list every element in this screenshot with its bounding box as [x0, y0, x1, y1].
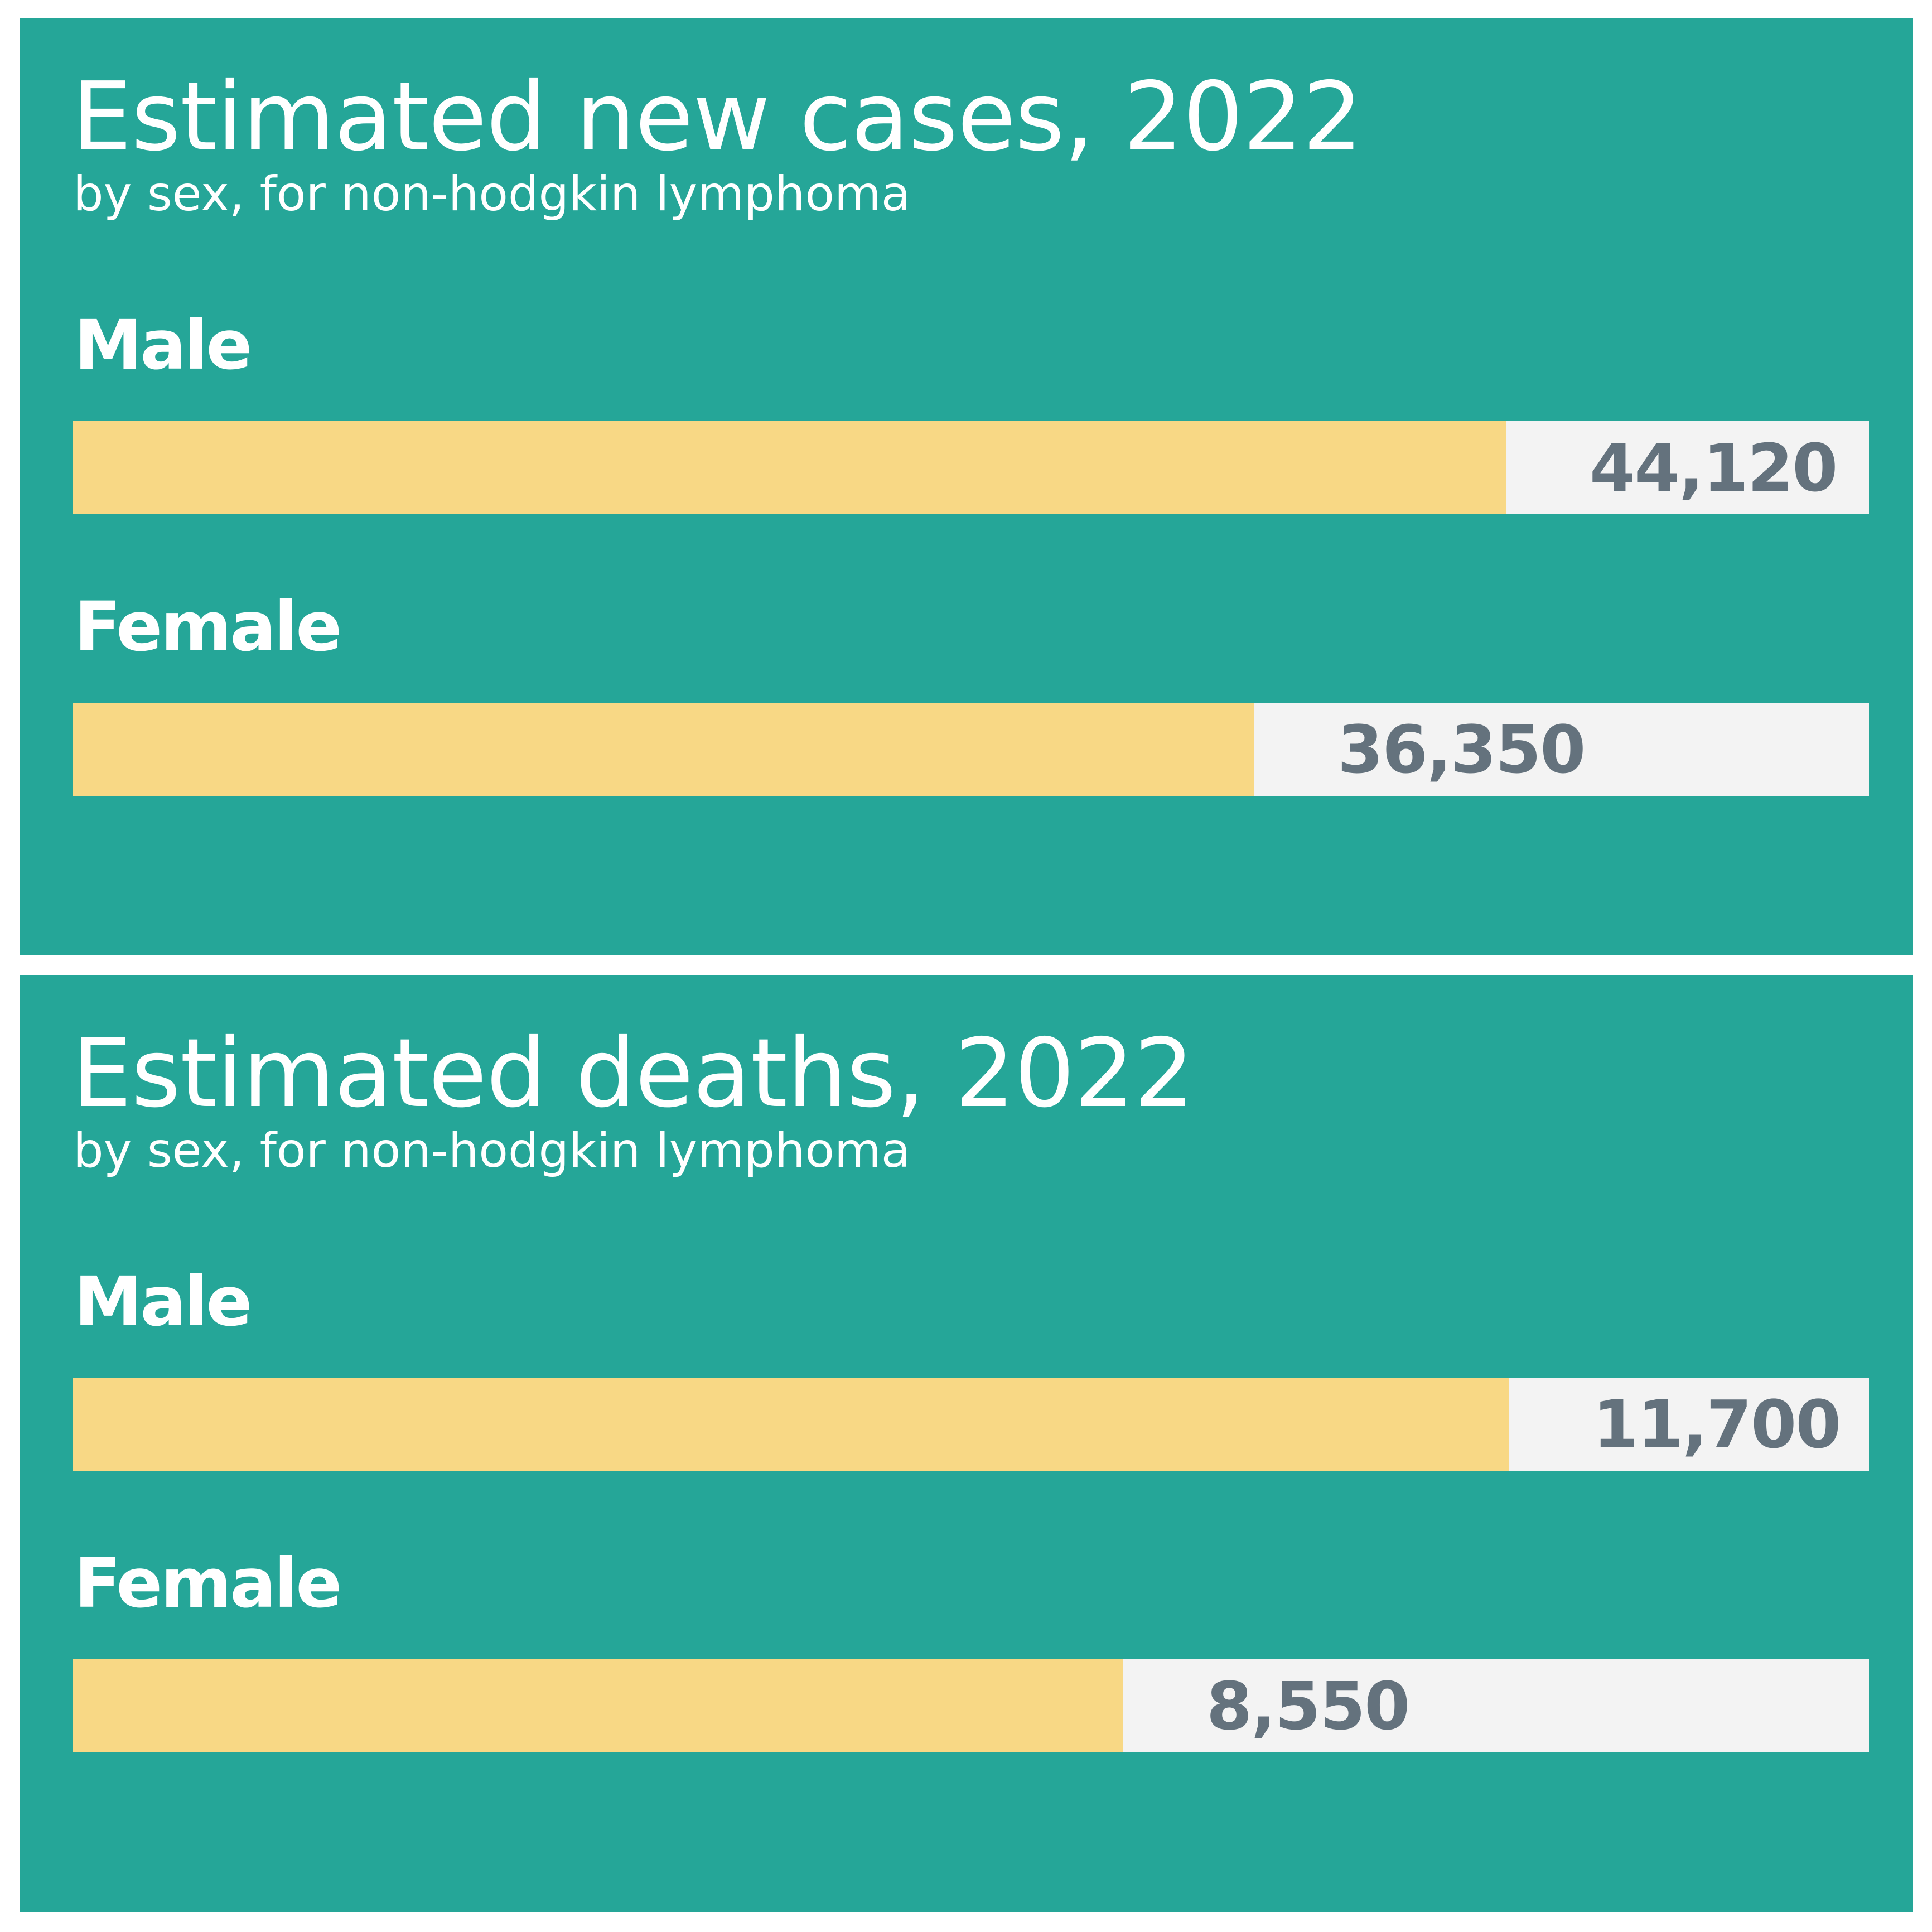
chart-title: Estimated new cases, 2022: [72, 62, 1363, 172]
bar-track-male: 44,120: [73, 421, 1869, 514]
deaths-panel: Estimated deaths, 2022 by sex, for non-h…: [20, 975, 1913, 1912]
bar-female: [73, 1659, 1123, 1752]
category-label-male: Male: [74, 1262, 252, 1341]
bar-track-male: 11,700: [73, 1378, 1869, 1471]
chart-title: Estimated deaths, 2022: [72, 1018, 1194, 1129]
bar-male: [73, 1378, 1509, 1471]
bar-track-female: 36,350: [73, 703, 1869, 796]
chart-subtitle: by sex, for non-hodgkin lymphoma: [73, 166, 911, 222]
bar-male: [73, 421, 1506, 514]
data-label-female: 8,550: [1206, 1667, 1410, 1745]
bar-track-female: 8,550: [73, 1659, 1869, 1752]
data-label-female: 36,350: [1337, 711, 1586, 788]
data-label-male: 44,120: [1590, 429, 1838, 506]
bar-female: [73, 703, 1254, 796]
category-label-female: Female: [74, 1544, 342, 1623]
chart-subtitle: by sex, for non-hodgkin lymphoma: [73, 1123, 911, 1178]
category-label-male: Male: [74, 306, 252, 385]
category-label-female: Female: [74, 587, 342, 666]
new-cases-panel: Estimated new cases, 2022 by sex, for no…: [20, 18, 1913, 955]
data-label-male: 11,700: [1593, 1385, 1841, 1463]
